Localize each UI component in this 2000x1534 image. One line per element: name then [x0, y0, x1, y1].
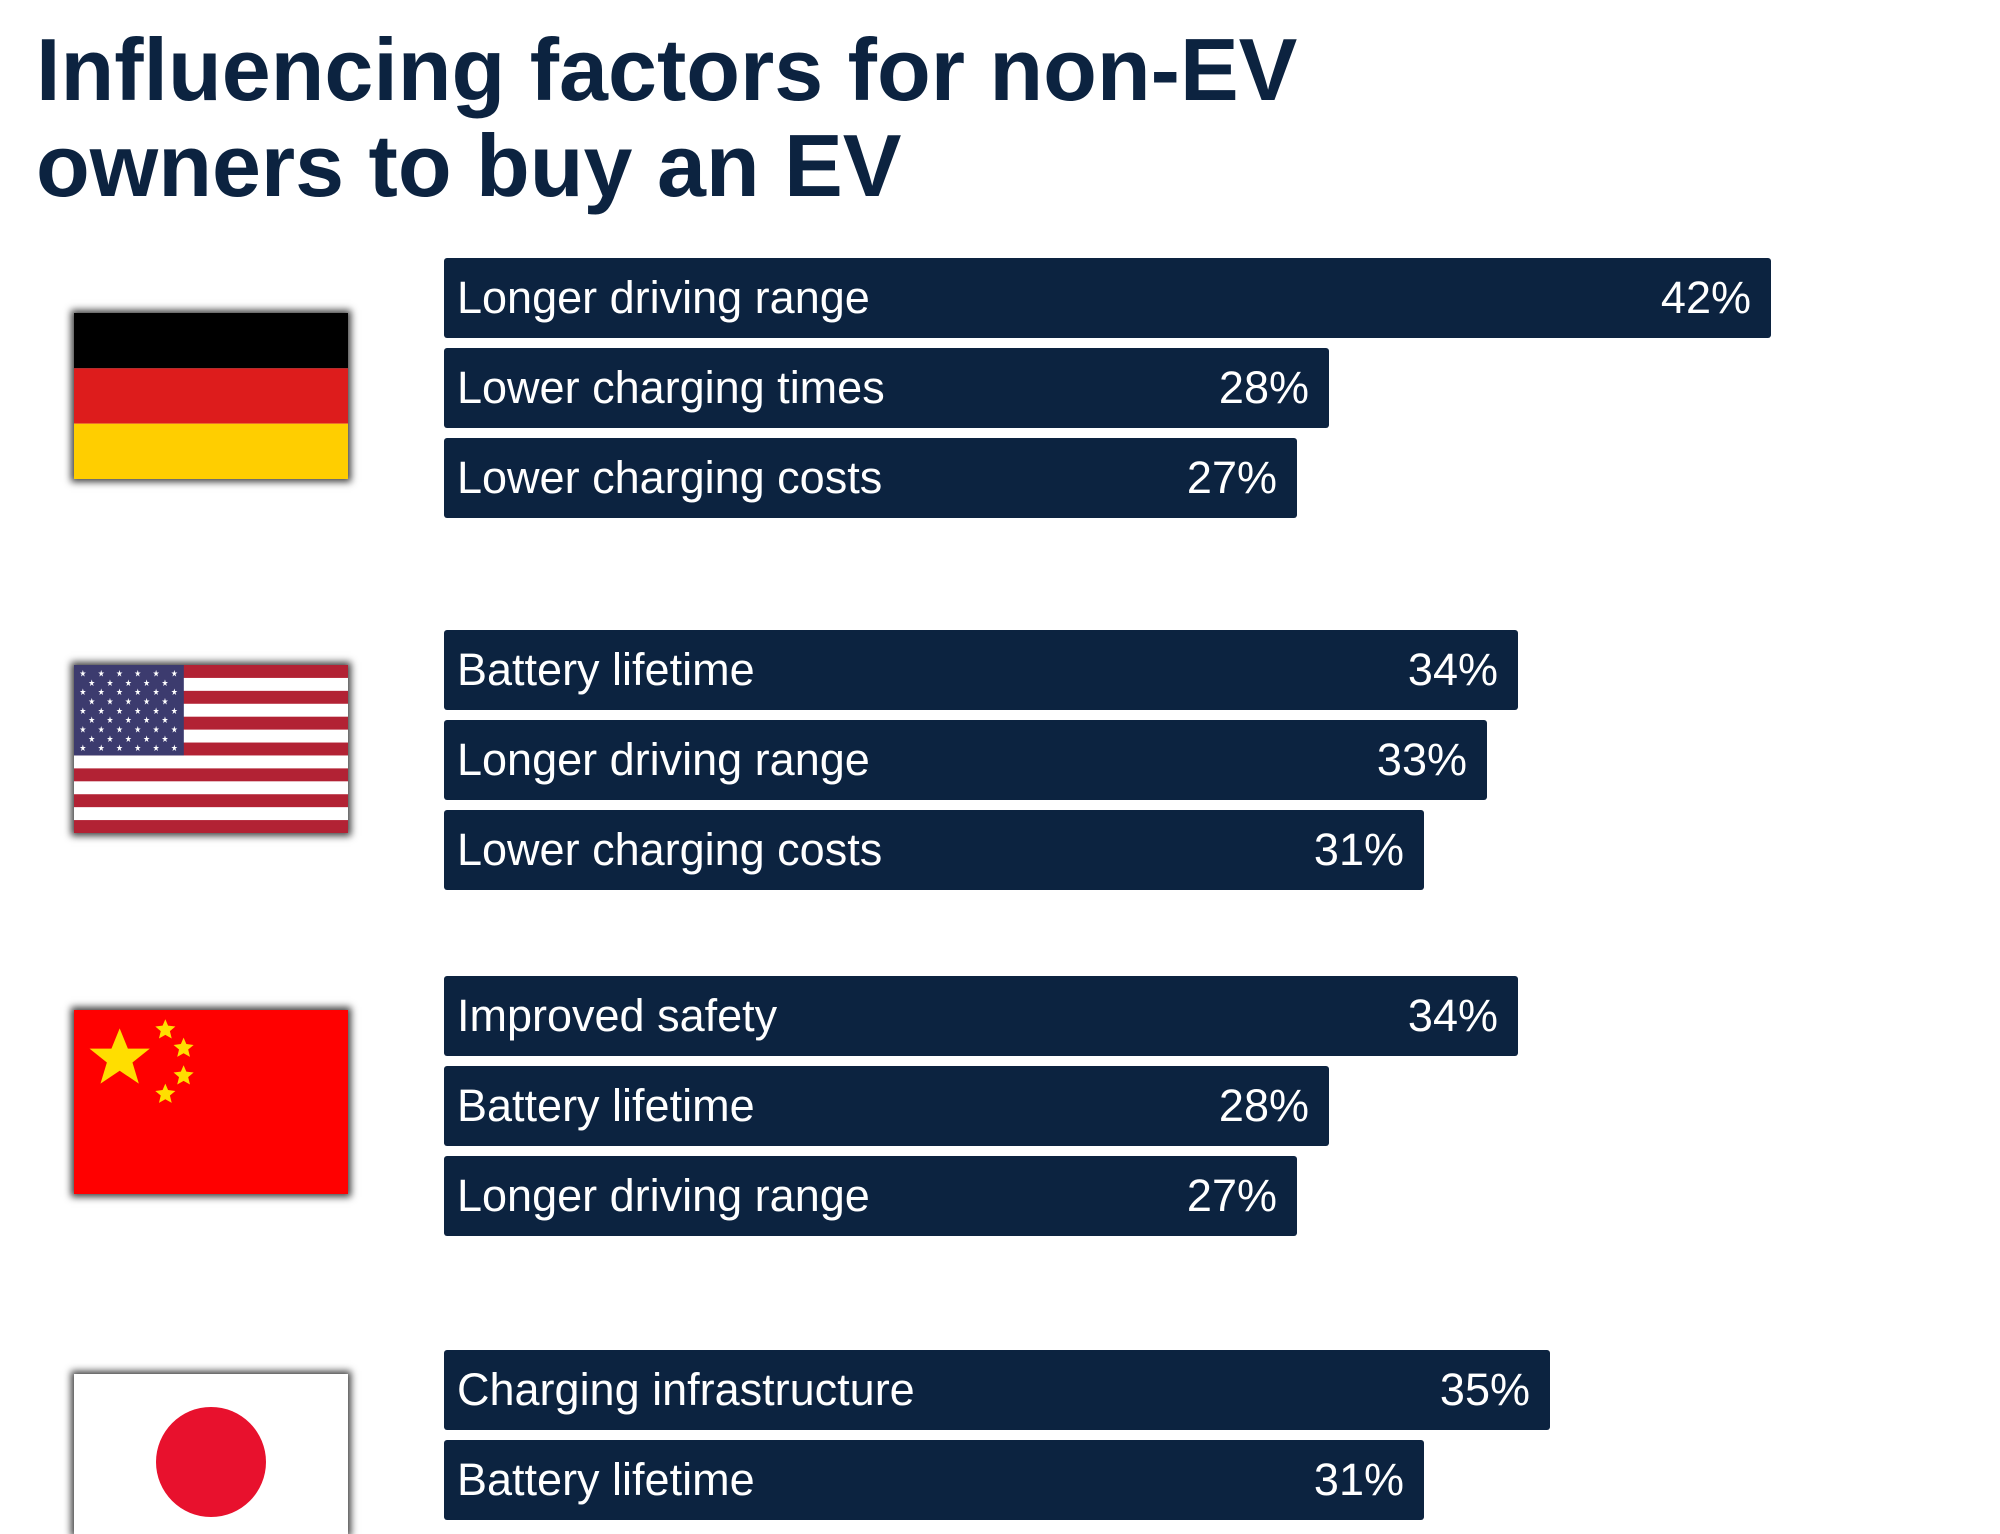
svg-text:★: ★ — [143, 696, 150, 707]
germany-flag-icon — [74, 313, 348, 479]
svg-text:★: ★ — [88, 715, 95, 726]
svg-text:★: ★ — [98, 705, 105, 716]
bar-label: Lower charging times — [457, 362, 885, 413]
bar-value-label: 28% — [1218, 1080, 1309, 1131]
svg-text:★: ★ — [88, 677, 95, 688]
svg-text:★: ★ — [153, 742, 160, 753]
bar: Longer driving range 42% — [444, 258, 1771, 338]
svg-text:★: ★ — [153, 687, 160, 698]
svg-text:★: ★ — [79, 668, 86, 679]
svg-text:★: ★ — [79, 724, 86, 735]
svg-text:★: ★ — [107, 733, 114, 744]
svg-text:★: ★ — [134, 687, 141, 698]
bar-value-label: 31% — [1313, 1454, 1404, 1505]
svg-text:★: ★ — [98, 668, 105, 679]
bar-label: Battery lifetime — [457, 1454, 755, 1505]
svg-text:★: ★ — [107, 696, 114, 707]
bar-label: Longer driving range — [457, 734, 870, 785]
bar-label: Battery lifetime — [457, 644, 755, 695]
bar-label: Battery lifetime — [457, 1080, 755, 1131]
bar-value-label: 27% — [1186, 452, 1277, 503]
bar: Longer driving range 33% — [444, 720, 1487, 800]
bar: Longer driving range 27% — [444, 1156, 1297, 1236]
svg-text:★: ★ — [116, 724, 123, 735]
svg-text:★: ★ — [143, 733, 150, 744]
bar: Battery lifetime 34% — [444, 630, 1518, 710]
svg-text:★: ★ — [125, 696, 132, 707]
svg-text:★: ★ — [153, 724, 160, 735]
svg-text:★: ★ — [79, 705, 86, 716]
bar: Charging infrastructure 35% — [444, 1350, 1550, 1430]
bar-label: Longer driving range — [457, 272, 870, 323]
svg-text:★: ★ — [171, 724, 178, 735]
svg-text:★: ★ — [116, 705, 123, 716]
svg-text:★: ★ — [98, 724, 105, 735]
svg-text:★: ★ — [134, 742, 141, 753]
svg-text:★: ★ — [79, 742, 86, 753]
bar-value-label: 34% — [1407, 990, 1498, 1041]
svg-text:★: ★ — [161, 715, 168, 726]
svg-text:★: ★ — [98, 742, 105, 753]
svg-text:★: ★ — [116, 668, 123, 679]
bar-value-label: 28% — [1218, 362, 1309, 413]
svg-text:★: ★ — [143, 715, 150, 726]
bar-label: Lower charging costs — [457, 824, 883, 875]
svg-text:★: ★ — [171, 742, 178, 753]
svg-text:★: ★ — [125, 677, 132, 688]
svg-text:★: ★ — [171, 668, 178, 679]
bar: Lower charging times 28% — [444, 348, 1329, 428]
bar-label: Lower charging costs — [457, 452, 883, 503]
svg-text:★: ★ — [88, 733, 95, 744]
bar-value-label: 35% — [1439, 1364, 1530, 1415]
svg-text:★: ★ — [79, 687, 86, 698]
svg-text:★: ★ — [153, 668, 160, 679]
svg-text:★: ★ — [171, 687, 178, 698]
bar-label: Longer driving range — [457, 1170, 870, 1221]
bar-value-label: 31% — [1313, 824, 1404, 875]
usa-flag-icon: ★ ★ ★ ★ ★ ★ ★ ★ ★ ★ ★ ★ ★ ★ ★ ★ ★ ★ ★ ★ ★ ★ ★ ★ ★ ★ ★ ★ ★ ★ ★ ★ ★ ★ ★ ★ ★ ★ ★ ★… — [74, 665, 348, 833]
svg-text:★: ★ — [161, 733, 168, 744]
bar: Lower charging costs 27% — [444, 438, 1297, 518]
bar-label: Improved safety — [457, 990, 778, 1041]
svg-text:★: ★ — [134, 668, 141, 679]
svg-text:★: ★ — [153, 705, 160, 716]
bar: Battery lifetime 28% — [444, 1066, 1329, 1146]
svg-text:★: ★ — [98, 687, 105, 698]
bar-value-label: 34% — [1407, 644, 1498, 695]
bar-value-label: 27% — [1186, 1170, 1277, 1221]
china-flag-icon — [74, 1010, 348, 1194]
svg-text:★: ★ — [143, 677, 150, 688]
chart-title: Influencing factors for non-EV owners to… — [36, 20, 1298, 215]
svg-text:★: ★ — [125, 715, 132, 726]
bar-value-label: 33% — [1376, 734, 1467, 785]
svg-text:★: ★ — [107, 715, 114, 726]
bar: Battery lifetime 31% — [444, 1440, 1424, 1520]
svg-text:★: ★ — [134, 705, 141, 716]
svg-text:★: ★ — [116, 742, 123, 753]
bar-value-label: 42% — [1660, 272, 1751, 323]
svg-text:★: ★ — [161, 677, 168, 688]
svg-text:★: ★ — [134, 724, 141, 735]
svg-text:★: ★ — [161, 696, 168, 707]
svg-text:★: ★ — [88, 696, 95, 707]
svg-text:★: ★ — [107, 677, 114, 688]
svg-text:★: ★ — [116, 687, 123, 698]
bar: Improved safety 34% — [444, 976, 1518, 1056]
svg-text:★: ★ — [125, 733, 132, 744]
svg-text:★: ★ — [171, 705, 178, 716]
bar-chart: Longer driving range 42% Lower charging ti… — [444, 258, 1771, 1520]
bar-label: Charging infrastructure — [457, 1364, 915, 1415]
bar: Lower charging costs 31% — [444, 810, 1424, 890]
